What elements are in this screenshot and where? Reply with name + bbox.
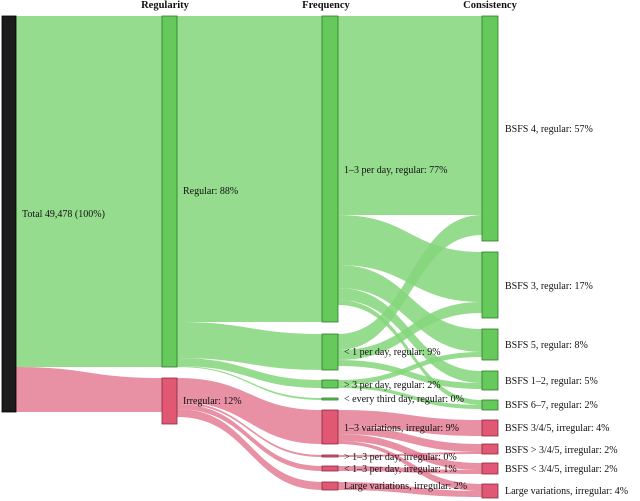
node-regular[interactable]	[161, 15, 178, 368]
flow-1-3-bsfs67	[338, 300, 482, 405]
node-freq-gt3-regular[interactable]	[321, 379, 339, 389]
node-bsfs3-regular[interactable]	[481, 251, 499, 319]
flow-irregular-lt1-3	[177, 404, 322, 471]
flow-irregular-1-3var	[177, 378, 322, 444]
flow-lt1-bsfs4	[338, 215, 482, 350]
label-bsfs3-regular: BSFS 3, regular: 17%	[505, 281, 593, 292]
header-regularity: Regularity	[141, 0, 190, 11]
node-total[interactable]	[1, 15, 17, 413]
node-irregular[interactable]	[161, 377, 178, 425]
node-bsfs345-irregular[interactable]	[481, 419, 499, 437]
flow-1-3-bsfs4	[338, 16, 482, 215]
label-freq-lt1-3-irregular: < 1–3 per day, irregular: 1%	[344, 464, 457, 475]
node-freq-gt1-3-irregular[interactable]	[321, 454, 339, 458]
label-bsfs-gt345-irregular: BSFS > 3/4/5, irregular: 2%	[505, 445, 618, 456]
flow-gt3-bsfs67	[338, 385, 482, 409]
node-freq-1-3var-irregular[interactable]	[321, 409, 339, 445]
label-freq-gt3-regular: > 3 per day, regular: 2%	[344, 380, 441, 391]
label-freq-every3-regular: < every third day, regular: 0%	[344, 394, 464, 405]
label-freq-largevar-irregular: Large variations, irregular: 2%	[344, 481, 467, 492]
header-consistency: Consistency	[463, 0, 517, 11]
flow-1-3var-largevar	[338, 441, 482, 491]
node-freq-lt1-regular[interactable]	[321, 333, 339, 371]
label-bsfs4-regular: BSFS 4, regular: 57%	[505, 124, 593, 135]
label-freq-1-3var-irregular: 1–3 variations, irregular: 9%	[344, 423, 459, 434]
flow-irregular-largevar	[177, 409, 322, 490]
flow-total-irregular	[16, 367, 162, 412]
label-bsfs67-regular: BSFS 6–7, regular: 2%	[505, 400, 598, 411]
flow-regular-lt1	[177, 322, 322, 370]
label-freq-lt1-regular: < 1 per day, regular: 9%	[344, 347, 441, 358]
flow-gt1-3-gt345	[338, 452, 482, 457]
node-bsfs5-regular[interactable]	[481, 328, 499, 361]
flow-1-3-bsfs5	[338, 265, 482, 352]
flow-regular-gt3	[177, 358, 322, 388]
node-bsfs-lt345-irregular[interactable]	[481, 462, 499, 475]
flow-lt1-bsfs3	[338, 302, 482, 360]
label-freq-1-3-regular: 1–3 per day, regular: 77%	[344, 165, 447, 176]
flow-1-3var-bsfs345	[338, 410, 482, 436]
node-freq-every3-regular[interactable]	[321, 397, 339, 401]
node-large-var-irregular[interactable]	[481, 483, 499, 499]
node-freq-largevar-irregular[interactable]	[321, 481, 339, 491]
label-bsfs5-regular: BSFS 5, regular: 8%	[505, 340, 588, 351]
node-bsfs67-regular[interactable]	[481, 399, 499, 411]
label-bsfs-lt345-irregular: BSFS < 3/4/5, irregular: 2%	[505, 464, 618, 475]
flow-lt1-3-lt345	[338, 466, 482, 474]
label-regular: Regular: 88%	[183, 186, 238, 197]
node-freq-lt1-3-irregular[interactable]	[321, 465, 339, 472]
node-freq-1-3-regular[interactable]	[321, 15, 339, 323]
flow-1-3var-lt345	[338, 434, 482, 470]
label-large-var-irregular: Large variations, irregular: 4%	[505, 486, 628, 497]
flow-lt1-bsfs12	[338, 360, 482, 389]
node-bsfs4-regular[interactable]	[481, 15, 499, 242]
flow-irregular-gt1-3	[177, 402, 322, 457]
label-total: Total 49,478 (100%)	[22, 209, 105, 220]
flow-regular-every3	[177, 366, 322, 400]
label-freq-gt1-3-irregular: > 1–3 per day, irregular: 0%	[344, 452, 457, 463]
flow-regular-1-3	[177, 16, 322, 322]
flow-1-3-bsfs3	[338, 215, 482, 302]
flow-1-3var-gt345	[338, 426, 482, 452]
node-bsfs12-regular[interactable]	[481, 370, 499, 391]
flow-total-regular	[16, 16, 162, 367]
node-bsfs-gt345-irregular[interactable]	[481, 443, 499, 455]
header-frequency: Frequency	[302, 0, 350, 11]
label-bsfs345-irregular: BSFS 3/4/5, irregular: 4%	[505, 423, 609, 434]
label-irregular: Irregular: 12%	[183, 396, 242, 407]
label-bsfs12-regular: BSFS 1–2, regular: 5%	[505, 376, 598, 387]
flow-largevar-largevar	[338, 482, 482, 497]
flow-gt3-bsfs5	[338, 352, 482, 385]
